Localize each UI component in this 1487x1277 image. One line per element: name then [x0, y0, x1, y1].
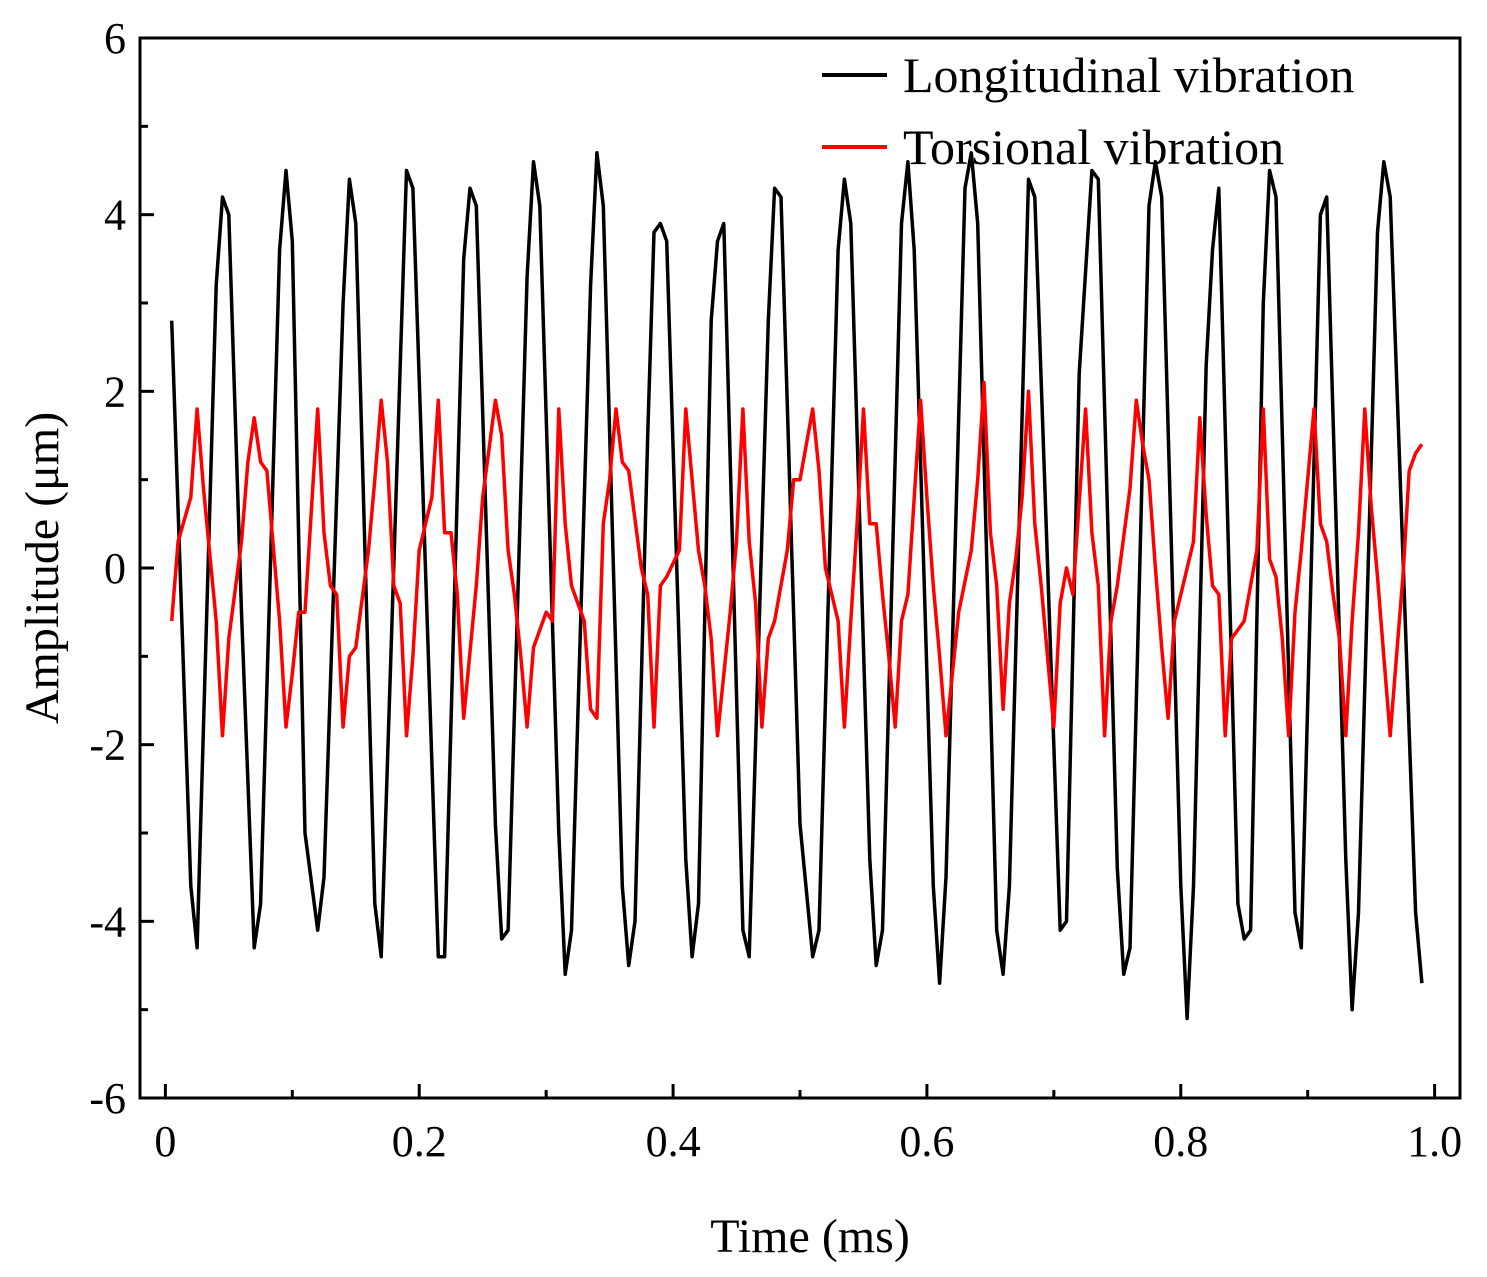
plot-frame	[138, 36, 1462, 1100]
y-tick-label: -6	[89, 1074, 126, 1123]
series-layer	[169, 151, 1424, 1021]
series-line-longitudinal	[169, 151, 1424, 1021]
x-tick-label: 0.4	[646, 1117, 701, 1166]
legend: Longitudinal vibration Torsional vibratio…	[822, 47, 1354, 175]
y-tick-label: -2	[89, 721, 126, 770]
y-axis-title: Amplitude (μm)	[16, 412, 69, 724]
legend-label: Longitudinal vibration	[903, 47, 1354, 103]
y-tick-label: 2	[104, 367, 126, 416]
x-tick-label: 0.2	[392, 1117, 447, 1166]
y-tick-label: 6	[104, 14, 126, 63]
legend-label: Torsional vibration	[903, 119, 1284, 175]
x-tick-label: 0.6	[899, 1117, 954, 1166]
y-tick-label: 4	[104, 191, 126, 240]
y-tick-label: 0	[104, 544, 126, 593]
series-line-torsional	[169, 380, 1424, 738]
x-axis-title: Time (ms)	[710, 1210, 910, 1263]
x-tick-label: 0	[154, 1117, 176, 1166]
axes: 0 0.2 0.4 0.6 0.8 1.0 -6 -4 -2 0 2 4 6	[89, 14, 1462, 1166]
y-tick-label: -4	[89, 897, 126, 946]
x-tick-label: 0.8	[1153, 1117, 1208, 1166]
x-tick-label: 1.0	[1407, 1117, 1462, 1166]
